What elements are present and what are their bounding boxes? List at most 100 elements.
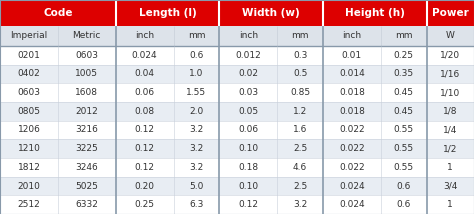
Text: 0.10: 0.10	[238, 181, 258, 190]
Text: 2012: 2012	[75, 107, 98, 116]
Text: 2512: 2512	[18, 200, 40, 209]
Bar	[0, 139, 474, 158]
Text: 0.20: 0.20	[135, 181, 155, 190]
Bar	[0, 121, 474, 139]
Text: 0.12: 0.12	[238, 200, 258, 209]
Text: 1/16: 1/16	[440, 70, 460, 79]
Text: 0.022: 0.022	[339, 125, 365, 135]
Text: 0603: 0603	[75, 51, 98, 60]
Text: mm: mm	[395, 31, 412, 40]
Bar	[0, 83, 474, 102]
Text: 0.08: 0.08	[135, 107, 155, 116]
Text: inch: inch	[342, 31, 362, 40]
Text: 0.3: 0.3	[293, 51, 307, 60]
Text: 3.2: 3.2	[190, 144, 204, 153]
Text: 0.25: 0.25	[394, 51, 414, 60]
Text: 0.05: 0.05	[238, 107, 258, 116]
Text: Height (h): Height (h)	[345, 8, 405, 18]
Text: 1005: 1005	[75, 70, 98, 79]
Text: 0805: 0805	[18, 107, 40, 116]
Text: 1.55: 1.55	[186, 88, 207, 97]
Text: mm: mm	[188, 31, 205, 40]
Bar	[0, 195, 474, 214]
Bar	[0, 26, 474, 46]
Text: 3/4: 3/4	[443, 181, 457, 190]
Text: Length (l): Length (l)	[139, 8, 196, 18]
Text: 0.12: 0.12	[135, 125, 155, 135]
Text: 0.12: 0.12	[135, 144, 155, 153]
Text: 1/8: 1/8	[443, 107, 457, 116]
Text: 0.018: 0.018	[339, 107, 365, 116]
Text: 1/4: 1/4	[443, 125, 457, 135]
Text: 1/10: 1/10	[440, 88, 460, 97]
Text: 0.18: 0.18	[238, 163, 258, 172]
Text: Metric: Metric	[73, 31, 101, 40]
Text: 5.0: 5.0	[189, 181, 204, 190]
Text: 0.014: 0.014	[339, 70, 365, 79]
Text: 0.018: 0.018	[339, 88, 365, 97]
Text: 1: 1	[447, 163, 453, 172]
Text: 0.45: 0.45	[394, 88, 414, 97]
Bar	[0, 177, 474, 195]
Text: 0.12: 0.12	[135, 163, 155, 172]
Text: 0.03: 0.03	[238, 88, 258, 97]
Text: 0.024: 0.024	[339, 181, 365, 190]
Text: 1812: 1812	[18, 163, 40, 172]
Text: 2.0: 2.0	[190, 107, 204, 116]
Text: 1.6: 1.6	[293, 125, 307, 135]
Text: 0201: 0201	[18, 51, 40, 60]
Bar	[0, 46, 474, 65]
Text: 0.55: 0.55	[394, 144, 414, 153]
Text: 0.25: 0.25	[135, 200, 155, 209]
Text: 1.2: 1.2	[293, 107, 307, 116]
Text: Code: Code	[43, 8, 73, 18]
Text: Imperial: Imperial	[10, 31, 47, 40]
Text: 6332: 6332	[75, 200, 98, 209]
Text: 0.024: 0.024	[132, 51, 157, 60]
Text: 0.85: 0.85	[290, 88, 310, 97]
Text: 0.022: 0.022	[339, 144, 365, 153]
Bar	[0, 0, 474, 26]
Text: 3.2: 3.2	[190, 163, 204, 172]
Text: 3246: 3246	[75, 163, 98, 172]
Text: 0.55: 0.55	[394, 125, 414, 135]
Text: inch: inch	[239, 31, 258, 40]
Text: 0.04: 0.04	[135, 70, 155, 79]
Bar	[0, 158, 474, 177]
Text: 1/2: 1/2	[443, 144, 457, 153]
Text: 4.6: 4.6	[293, 163, 307, 172]
Text: inch: inch	[135, 31, 154, 40]
Text: 0.6: 0.6	[397, 200, 411, 209]
Text: 3.2: 3.2	[293, 200, 307, 209]
Text: 0603: 0603	[18, 88, 40, 97]
Text: 0.022: 0.022	[339, 163, 365, 172]
Text: 2.5: 2.5	[293, 181, 307, 190]
Text: 2.5: 2.5	[293, 144, 307, 153]
Text: 0.02: 0.02	[238, 70, 258, 79]
Text: W: W	[446, 31, 455, 40]
Text: 6.3: 6.3	[189, 200, 204, 209]
Text: 0.012: 0.012	[236, 51, 261, 60]
Text: Power: Power	[432, 8, 469, 18]
Bar	[0, 102, 474, 121]
Text: 0.55: 0.55	[394, 163, 414, 172]
Text: 0.06: 0.06	[135, 88, 155, 97]
Text: 1210: 1210	[18, 144, 40, 153]
Text: Width (w): Width (w)	[242, 8, 300, 18]
Text: 3225: 3225	[75, 144, 98, 153]
Text: 0402: 0402	[18, 70, 40, 79]
Text: 1608: 1608	[75, 88, 98, 97]
Text: 0.06: 0.06	[238, 125, 258, 135]
Text: mm: mm	[292, 31, 309, 40]
Text: 1: 1	[447, 200, 453, 209]
Text: 5025: 5025	[75, 181, 98, 190]
Text: 0.45: 0.45	[394, 107, 414, 116]
Text: 1206: 1206	[18, 125, 40, 135]
Text: 0.35: 0.35	[394, 70, 414, 79]
Text: 0.6: 0.6	[397, 181, 411, 190]
Text: 2010: 2010	[18, 181, 40, 190]
Text: 1/20: 1/20	[440, 51, 460, 60]
Text: 3.2: 3.2	[190, 125, 204, 135]
Text: 1.0: 1.0	[189, 70, 204, 79]
Text: 3216: 3216	[75, 125, 98, 135]
